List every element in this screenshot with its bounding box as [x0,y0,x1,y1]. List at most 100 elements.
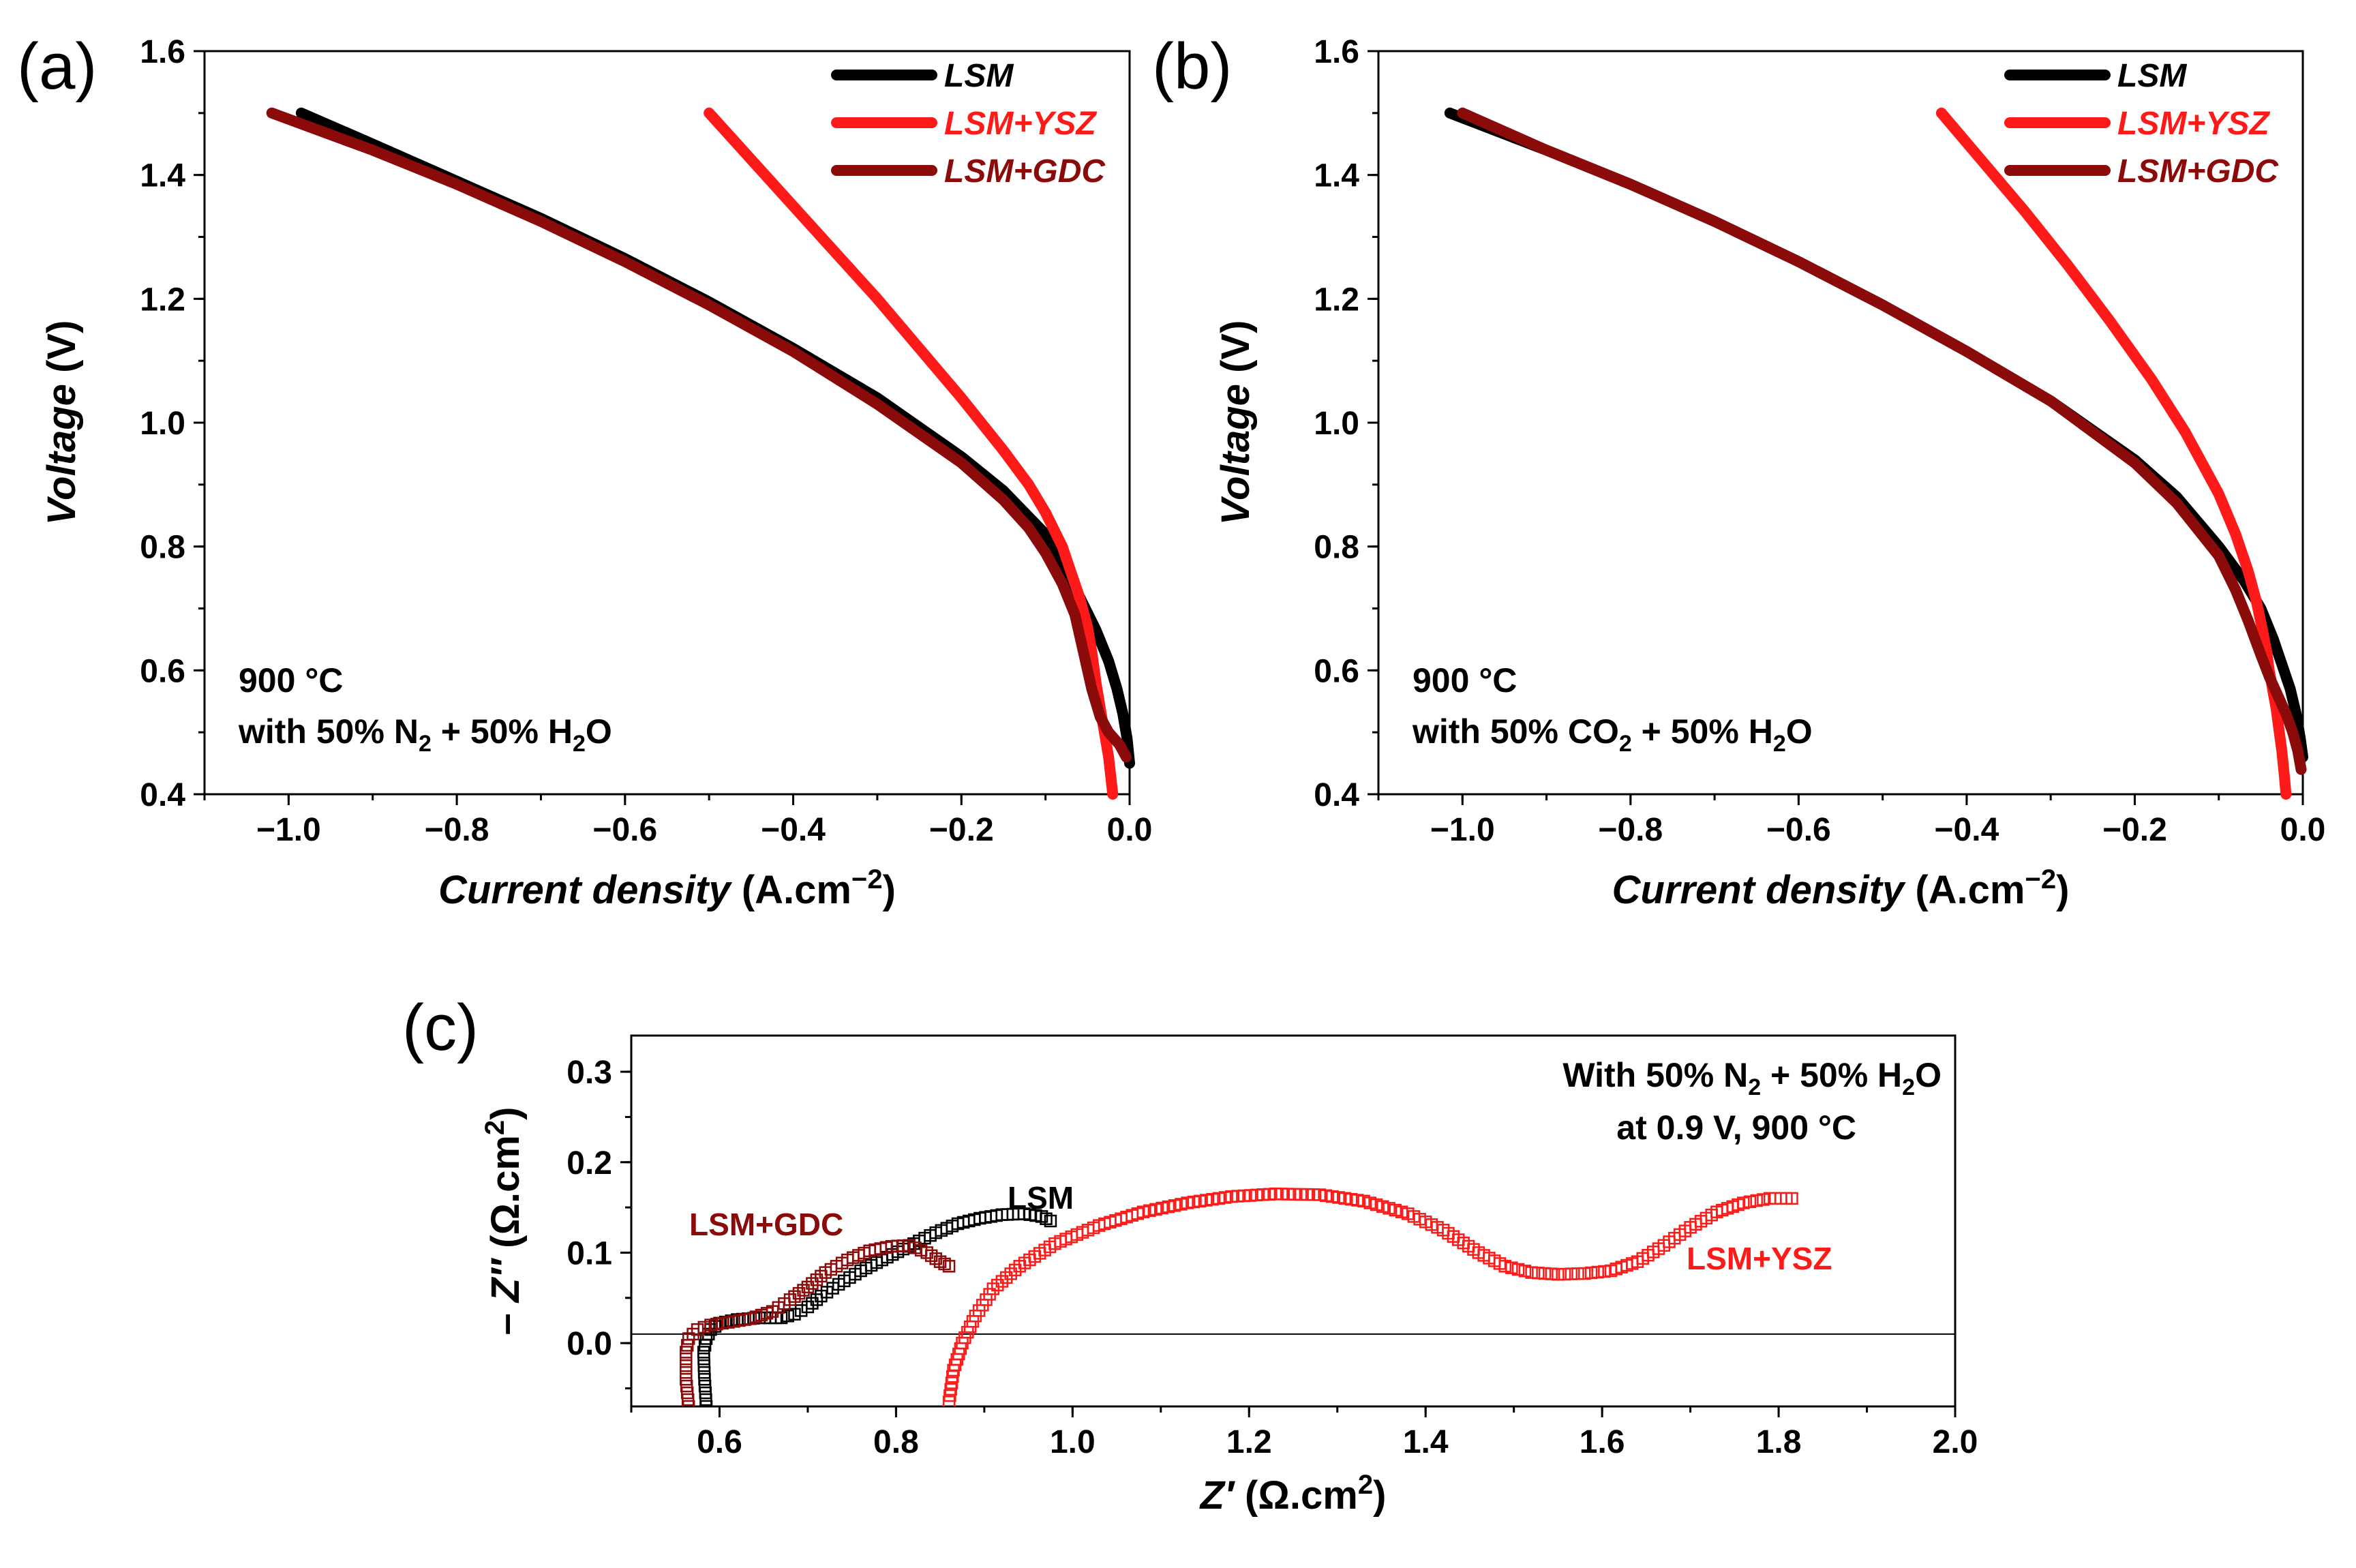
marker-lsm-gdc [682,1400,695,1406]
marker-lsm-ysz [1206,1192,1219,1206]
marker-lsm-ysz [1598,1265,1611,1278]
y-tick-label: 1.0 [1314,406,1359,442]
marker-lsm-ysz [1571,1267,1584,1280]
marker-lsm-ysz [1511,1263,1525,1276]
x-tick-label: 2.0 [1933,1424,1978,1460]
x-tick-label: −0.8 [425,812,489,848]
marker-lsm-ysz [1743,1195,1757,1209]
marker-lsm-ysz [944,1383,957,1396]
series-line-lsm-ysz [1935,107,2292,800]
x-axis-label: Current density (A.cm−2) [1612,864,2070,912]
marker-lsm [781,1310,795,1323]
marker-lsm-ysz [1785,1192,1798,1205]
marker-lsm-ysz [942,1396,956,1406]
annotation-temperature: 900 °C [239,661,343,699]
marker-lsm [698,1372,711,1386]
marker-lsm-gdc [691,1323,704,1336]
marker-lsm [697,1346,710,1359]
y-tick-label: 0.3 [567,1055,612,1091]
series-label-lsm: LSM [1008,1180,1074,1216]
marker-lsm-ysz [1584,1266,1598,1280]
y-tick-label: 1.2 [140,282,185,318]
y-tick-label: 1.2 [1314,282,1359,318]
marker-lsm-ysz [1008,1263,1022,1277]
marker-lsm-gdc [797,1284,810,1297]
x-tick-label: −0.2 [929,812,994,848]
y-tick-label: 0.8 [1314,530,1359,566]
series-line-lsm [1444,107,2308,763]
panel-label: (c) [402,991,479,1064]
marker-lsm-gdc [815,1269,828,1283]
marker-lsm-ysz [1750,1194,1763,1207]
marker-lsm [699,1393,712,1406]
y-tick-label: 0.1 [567,1235,612,1271]
marker-lsm-gdc [697,1321,711,1334]
x-tick-label: 0.8 [873,1424,919,1460]
marker-lsm [806,1297,819,1310]
marker-lsm [1035,1210,1048,1223]
x-axis-label: Z′ (Ω.cm2) [1199,1470,1387,1518]
x-tick-label: −1.0 [1430,812,1495,848]
marker-lsm [1044,1214,1057,1228]
marker-lsm-ysz [1168,1199,1181,1212]
marker-lsm-gdc [810,1273,824,1286]
marker-lsm-gdc [680,1372,693,1386]
marker-lsm-ysz [1231,1190,1244,1203]
x-tick-label: 1.2 [1226,1424,1272,1460]
marker-lsm-ysz [1181,1196,1194,1209]
marker-lsm-ysz [1552,1268,1565,1281]
marker-lsm [810,1293,824,1306]
marker-lsm-ysz [1757,1193,1770,1206]
y-axis-label: – Z″ (Ω.cm2) [480,1106,528,1335]
y-axis-label: Voltage (V) [1213,320,1258,526]
marker-lsm-ysz [1326,1190,1339,1203]
annotation-conditions: at 0.9 V, 900 °C [1616,1109,1856,1147]
marker-lsm-ysz [1351,1194,1364,1207]
marker-lsm-ysz [1538,1267,1552,1280]
panel-label: (b) [1152,30,1232,103]
series-label-lsm-gdc: LSM+GDC [689,1207,843,1242]
marker-lsm-ysz [1545,1267,1558,1280]
x-tick-label: −0.4 [1935,812,1999,848]
marker-lsm [801,1300,815,1314]
annotation-gas: with 50% N2 + 50% H2O [238,712,612,757]
marker-lsm-ysz [1525,1266,1538,1279]
annotation-gas: with 50% CO2 + 50% H2O [1412,712,1813,757]
plot-frame [630,1034,1957,1408]
marker-lsm-ysz [1505,1261,1518,1274]
panel-c-impedance-nyquist: 0.6 0.8 1.0 1.2 1.4 1.6 1.8 2.0 0.0 0.1 0.2 0.3 Z′ (… [402,991,1978,1518]
marker-lsm-ysz [1558,1267,1571,1281]
marker-lsm-ysz [1577,1267,1591,1280]
annotation-temperature: 900 °C [1413,661,1517,699]
x-tick-label: 1.4 [1403,1424,1449,1460]
marker-lsm-ysz [1156,1201,1168,1215]
x-tick-label: −0.2 [2102,812,2167,848]
x-tick-label: 1.6 [1580,1424,1625,1460]
marker-lsm [699,1400,713,1406]
x-axis-label: Current density (A.cm−2) [438,864,896,912]
marker-lsm-ysz [1518,1265,1532,1278]
marker-lsm [699,1386,712,1400]
y-tick-label: 1.6 [140,34,185,70]
marker-lsm-ysz [1498,1260,1511,1273]
y-axis-label: Voltage (V) [40,320,84,526]
marker-lsm-ysz [1338,1192,1352,1205]
marker-lsm-gdc [680,1353,693,1366]
legend-label: LSM+YSZ [944,106,1097,142]
marker-lsm-ysz [943,1389,956,1402]
marker-lsm-ysz [1363,1196,1377,1209]
series-line-lsm-gdc [1457,107,2307,775]
marker-lsm-ysz [991,1278,1004,1292]
marker-lsm-ysz [1591,1265,1604,1279]
annotation-gas: With 50% N2 + 50% H2O [1562,1056,1942,1100]
y-tick-label: 0.4 [140,777,185,813]
marker-lsm-ysz [1565,1267,1578,1280]
y-tick-label: 0.2 [567,1145,612,1181]
marker-lsm-gdc [942,1260,956,1273]
x-tick-label: −1.0 [256,812,321,848]
marker-lsm-ysz [1288,1188,1301,1201]
marker-lsm-gdc [680,1366,693,1379]
x-tick-label: 0.6 [697,1424,742,1460]
marker-lsm-gdc [801,1280,815,1294]
marker-lsm-ysz [986,1282,1000,1295]
